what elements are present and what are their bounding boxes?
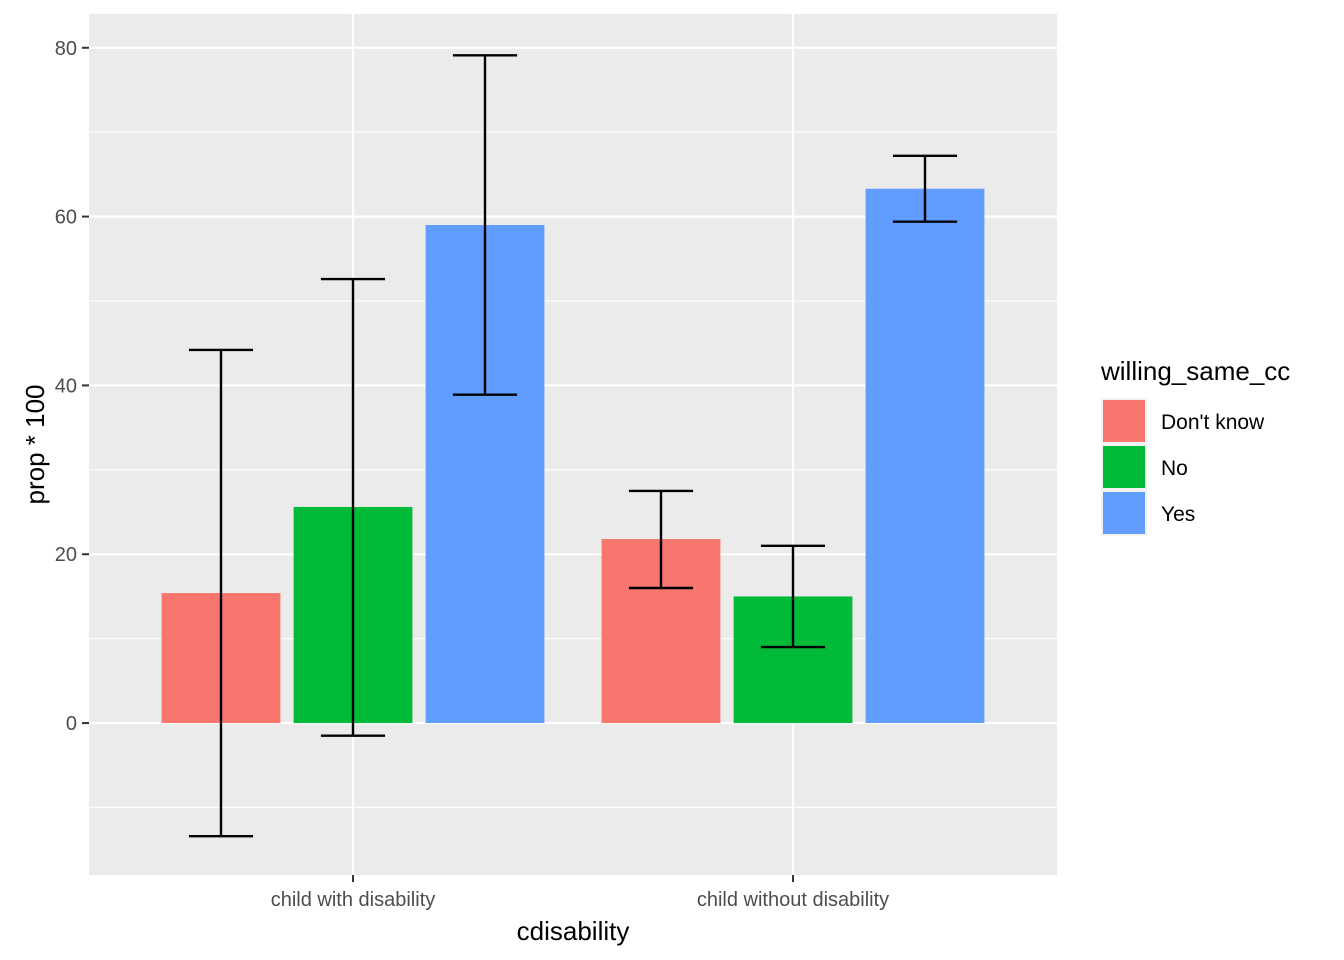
x-tick-label: child without disability	[697, 889, 889, 911]
error-bar	[188, 348, 254, 838]
legend-label: Don't know	[1161, 411, 1265, 434]
error-bar	[320, 277, 386, 737]
x-axis-title: cdisability	[517, 916, 630, 946]
x-tick-label: child with disability	[271, 889, 436, 911]
y-tick-label: 80	[55, 38, 77, 60]
legend: willing_same_cc Don't know No Yes	[1100, 356, 1290, 536]
y-axis-title: prop * 100	[20, 385, 50, 505]
y-tick-label: 20	[55, 544, 77, 566]
y-tick-label: 0	[66, 713, 77, 735]
y-tick-label: 40	[55, 375, 77, 397]
legend-item: Yes	[1101, 490, 1195, 536]
legend-title: willing_same_cc	[1100, 356, 1290, 386]
legend-swatch	[1103, 400, 1145, 442]
y-tick-label: 60	[55, 207, 77, 229]
error-bar	[760, 544, 826, 649]
legend-item: Don't know	[1101, 398, 1265, 444]
x-axis: child with disability child without disab…	[271, 875, 889, 911]
error-bar	[628, 489, 694, 590]
legend-swatch	[1103, 492, 1145, 534]
y-axis: 0 20 40 60 80	[55, 38, 89, 735]
bar	[865, 188, 985, 724]
error-bar	[892, 154, 958, 223]
error-bars	[188, 54, 958, 838]
error-bar	[452, 54, 518, 396]
legend-label: Yes	[1161, 503, 1195, 526]
legend-item: No	[1101, 444, 1188, 490]
legend-label: No	[1161, 457, 1188, 480]
legend-swatch	[1103, 446, 1145, 488]
